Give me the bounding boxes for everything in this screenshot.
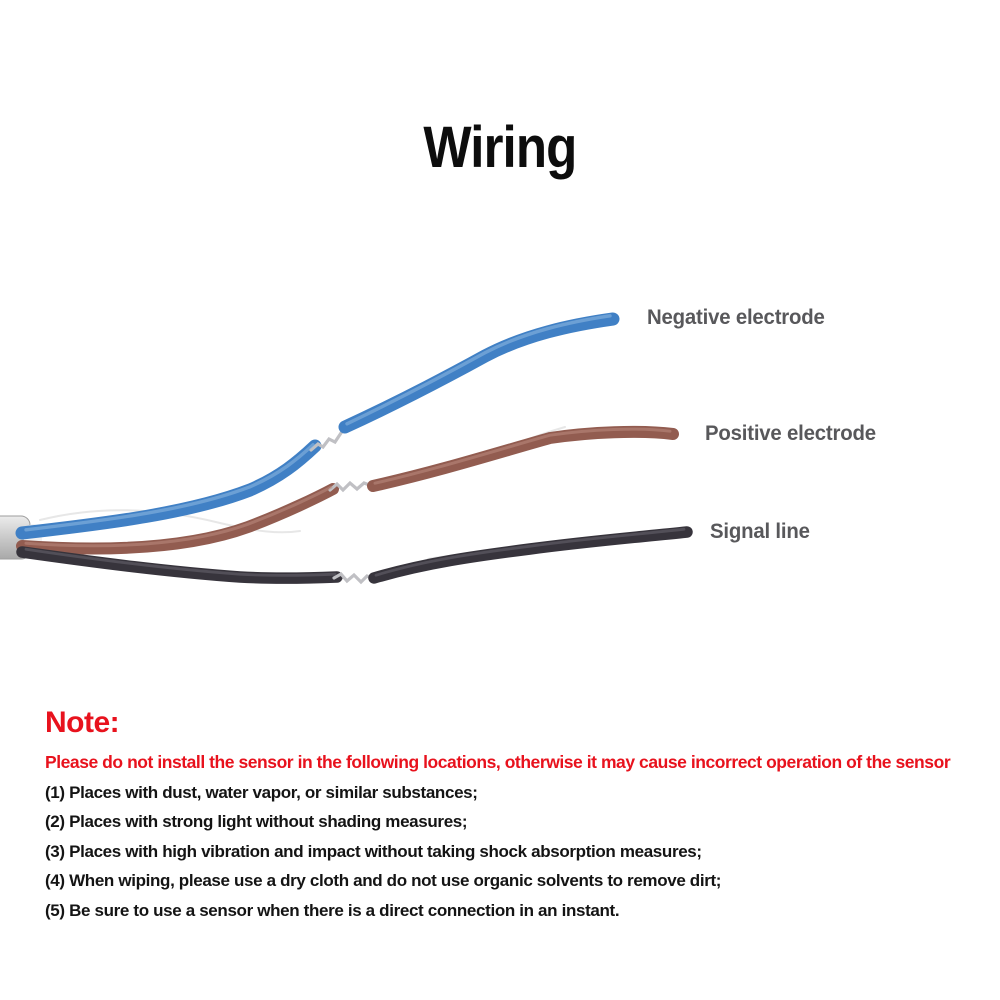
positive-wire-outer-segment <box>367 425 679 492</box>
signal-wire-splice <box>332 571 376 585</box>
page-title-text: Wiring <box>423 115 577 180</box>
signal-wire <box>16 526 693 585</box>
note-warning: Please do not install the sensor in the … <box>45 752 951 772</box>
label-negative-electrode: Negative electrode <box>647 306 825 329</box>
note-item-3: (3) Places with high vibration and impac… <box>45 841 702 861</box>
signal-wire-highlight <box>24 527 686 577</box>
filler-threads <box>39 426 566 560</box>
sheath-crimp-highlight <box>24 524 42 554</box>
note-section: Note: Please do not install the sensor i… <box>45 706 990 920</box>
label-positive-electrode: Positive electrode <box>705 422 876 445</box>
note-item-2: (2) Places with strong light without sha… <box>45 812 468 831</box>
positive-wire <box>16 425 679 555</box>
cable-sheath <box>0 515 42 560</box>
positive-wire-highlight <box>24 427 672 548</box>
page-title: Wiring <box>0 115 1000 180</box>
label-signal-line: Signal line <box>710 520 810 543</box>
negative-wire-outer-segment <box>338 312 620 434</box>
negative-wire-highlight <box>24 314 612 532</box>
positive-wire-inner-segment <box>16 483 339 555</box>
note-item-1: (1) Places with dust, water vapor, or si… <box>45 782 478 802</box>
positive-wire-splice <box>328 480 374 493</box>
note-item-4: (4) When wiping, please use a dry cloth … <box>45 871 722 890</box>
note-item-5: (5) Be sure to use a sensor when there i… <box>45 900 620 920</box>
note-heading: Note: <box>45 706 120 739</box>
negative-wire-inner-segment <box>15 439 322 540</box>
signal-wire-inner-segment <box>16 546 343 584</box>
signal-wire-outer-segment <box>368 526 693 584</box>
negative-wire-splice <box>309 425 349 452</box>
negative-wire <box>15 312 620 540</box>
